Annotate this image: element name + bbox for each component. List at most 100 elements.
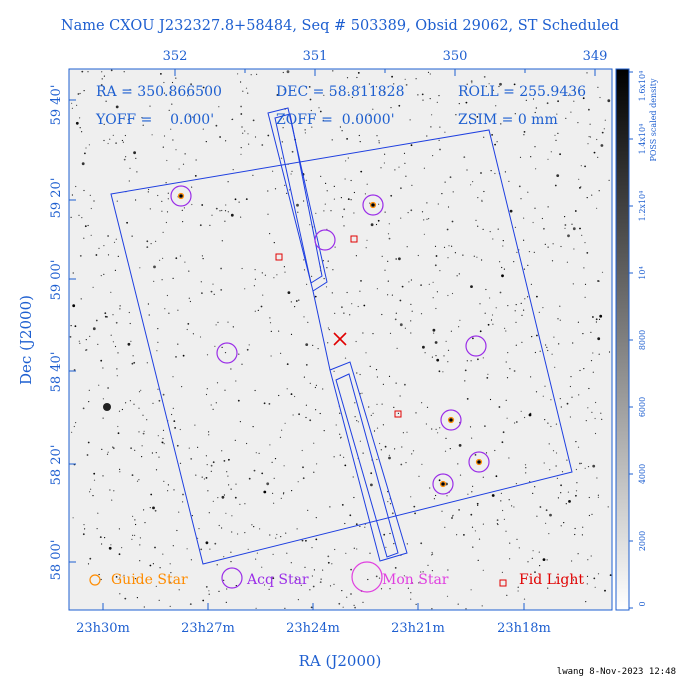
background-star: [355, 340, 357, 343]
background-star: [313, 569, 315, 571]
background-star: [423, 219, 425, 221]
background-star: [221, 240, 223, 242]
background-star: [370, 223, 374, 227]
background-star: [135, 523, 137, 526]
background-star: [117, 425, 119, 428]
background-star: [356, 76, 358, 79]
background-star: [555, 139, 557, 141]
background-star: [303, 269, 306, 271]
background-star: [422, 345, 425, 349]
background-star: [555, 465, 557, 467]
background-star: [208, 593, 210, 595]
background-star: [308, 86, 311, 88]
background-star: [486, 377, 489, 379]
background-star: [501, 571, 503, 574]
background-star: [101, 71, 103, 73]
background-star: [530, 283, 533, 285]
background-star: [398, 104, 401, 107]
background-star: [482, 569, 484, 571]
background-star: [598, 190, 600, 192]
background-star: [470, 285, 473, 288]
background-star: [597, 280, 599, 282]
background-star: [387, 294, 389, 296]
background-star: [255, 558, 257, 560]
background-star: [607, 506, 609, 508]
background-star: [483, 76, 486, 78]
background-star: [487, 323, 490, 326]
background-star: [407, 587, 409, 589]
background-star: [446, 495, 448, 497]
background-star: [344, 178, 346, 180]
background-star: [298, 413, 300, 416]
background-star: [458, 326, 460, 328]
background-star: [248, 344, 250, 346]
background-star: [175, 77, 177, 79]
background-star: [153, 265, 156, 269]
background-star: [353, 547, 355, 549]
background-star: [482, 357, 484, 359]
background-star: [261, 144, 264, 146]
background-star: [574, 210, 577, 212]
background-star: [118, 410, 121, 412]
background-star: [361, 116, 363, 118]
background-star: [103, 245, 105, 247]
background-star: [162, 231, 164, 233]
background-star: [378, 142, 380, 144]
background-star: [194, 424, 196, 426]
background-star: [267, 134, 270, 137]
background-star: [568, 94, 570, 97]
background-star: [327, 327, 329, 329]
background-star: [106, 453, 109, 455]
background-star: [93, 479, 96, 481]
background-star: [356, 372, 358, 374]
background-star: [155, 240, 157, 242]
background-star: [227, 475, 229, 477]
background-star: [167, 484, 169, 486]
background-star: [499, 82, 502, 86]
background-star: [147, 303, 149, 305]
background-star: [276, 274, 278, 276]
background-star: [117, 255, 119, 257]
background-star: [254, 389, 256, 392]
colorbar-tick-label: 1.6x10⁴: [638, 71, 647, 102]
background-star: [449, 448, 451, 450]
background-star: [309, 589, 311, 591]
background-star: [162, 553, 164, 555]
background-star: [447, 569, 449, 571]
background-star: [170, 92, 172, 94]
background-star: [305, 539, 307, 542]
background-star: [395, 382, 397, 384]
background-star: [534, 351, 537, 354]
background-star: [523, 131, 526, 133]
background-star: [417, 94, 419, 96]
background-star: [133, 403, 135, 405]
background-star: [162, 429, 165, 431]
background-star: [353, 604, 355, 607]
background-star: [434, 264, 437, 267]
background-star: [579, 462, 581, 465]
background-star: [296, 203, 299, 207]
background-star: [366, 239, 368, 241]
background-star: [315, 517, 317, 519]
background-star: [559, 305, 561, 307]
background-star: [388, 454, 390, 456]
background-star: [469, 426, 472, 428]
background-star: [513, 370, 516, 372]
background-star: [254, 310, 256, 312]
background-star: [331, 292, 333, 294]
background-star: [311, 275, 313, 277]
background-star: [79, 92, 81, 95]
background-star: [322, 119, 324, 121]
background-star: [426, 202, 428, 204]
background-star: [444, 526, 446, 528]
background-star: [491, 134, 493, 136]
background-star: [381, 313, 383, 316]
colorbar-label: POSS scaled density: [649, 78, 658, 162]
background-star: [340, 197, 342, 199]
background-star: [476, 256, 478, 258]
background-star: [129, 167, 131, 169]
background-star: [503, 518, 505, 521]
background-star: [436, 101, 438, 103]
background-star: [481, 200, 483, 202]
background-star: [536, 515, 538, 517]
